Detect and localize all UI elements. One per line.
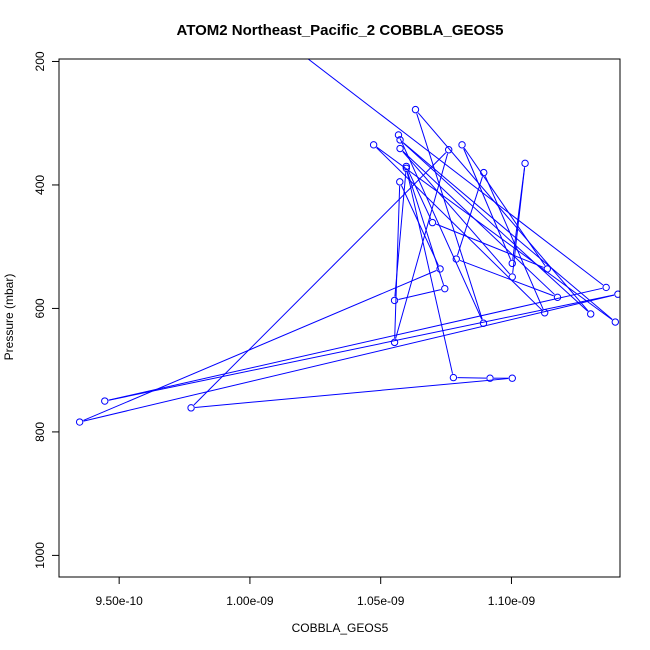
series-segment xyxy=(376,146,613,321)
data-point xyxy=(394,131,403,139)
series-segment xyxy=(402,142,613,320)
data-point xyxy=(540,309,549,317)
data-point xyxy=(543,265,551,273)
series-segment xyxy=(394,170,407,297)
x-tick-label: 9.50e-10 xyxy=(95,594,143,608)
series-segment xyxy=(407,171,445,286)
x-tick-label: 1.10e-09 xyxy=(488,594,536,608)
series-segment xyxy=(195,378,509,408)
y-tick-label: 200 xyxy=(33,51,47,71)
series-segment xyxy=(108,287,603,401)
x-axis-label: COBBLA_GEOS5 xyxy=(292,621,389,635)
data-point xyxy=(402,162,411,171)
series-layer xyxy=(75,59,620,426)
series-segment xyxy=(402,151,510,275)
y-tick-label: 1000 xyxy=(33,542,47,569)
data-point xyxy=(441,284,449,293)
series-segment xyxy=(484,176,544,310)
series-segment xyxy=(193,152,447,406)
chart-title: ATOM2 Northeast_Pacific_2 COBBLA_GEOS5 xyxy=(176,22,503,39)
series-segment xyxy=(402,150,555,295)
series-segment xyxy=(83,294,615,422)
plot-frame xyxy=(58,58,621,578)
series-segment xyxy=(406,172,454,374)
series-segment xyxy=(459,259,554,297)
data-point xyxy=(521,159,529,168)
series-segment xyxy=(376,147,543,311)
series-segment xyxy=(463,147,546,266)
data-point xyxy=(479,319,488,327)
data-point xyxy=(390,296,399,305)
y-tick-label: 400 xyxy=(33,175,47,195)
data-point xyxy=(508,374,516,382)
x-tick-label: 1.00e-09 xyxy=(226,594,274,608)
series-segment xyxy=(407,169,432,220)
data-point xyxy=(614,290,620,298)
data-point xyxy=(449,373,458,382)
data-point xyxy=(508,273,516,281)
data-point xyxy=(369,141,378,149)
data-point xyxy=(553,293,562,302)
data-point xyxy=(396,178,404,186)
x-axis: 9.50e-10 1.00e-09 1.05e-09 1.10e-09 xyxy=(95,577,535,608)
series-segment xyxy=(402,142,589,312)
series-segment xyxy=(398,289,441,300)
data-point xyxy=(436,265,444,273)
series-segment xyxy=(417,112,589,312)
series-segment xyxy=(463,148,512,260)
data-point xyxy=(428,218,437,227)
data-point xyxy=(444,146,453,154)
data-point xyxy=(611,318,619,326)
series-segment xyxy=(108,294,615,401)
data-point xyxy=(390,338,399,347)
data-point xyxy=(75,418,84,426)
data-point xyxy=(396,144,404,153)
series-segment xyxy=(394,185,401,339)
x-tick-label: 1.05e-09 xyxy=(357,594,405,608)
data-point xyxy=(508,259,516,268)
y-tick-label: 800 xyxy=(33,422,47,442)
series-segment xyxy=(512,167,526,274)
data-point xyxy=(486,374,494,382)
series-segment xyxy=(307,59,604,286)
data-point xyxy=(602,283,610,292)
data-point xyxy=(458,141,466,149)
data-point xyxy=(452,255,460,263)
series-segment xyxy=(401,185,439,266)
y-tick-label: 600 xyxy=(33,298,47,318)
data-point xyxy=(187,404,195,412)
series-segment xyxy=(399,138,483,320)
series-segment xyxy=(416,113,483,320)
series-segment xyxy=(83,270,437,421)
data-point xyxy=(411,105,420,114)
data-point xyxy=(480,168,488,177)
data-point xyxy=(101,397,109,405)
data-point xyxy=(587,310,595,318)
y-axis-label: Pressure (mbar) xyxy=(2,274,16,361)
y-axis: 200 400 600 800 1000 xyxy=(33,51,59,569)
data-point xyxy=(396,136,404,144)
